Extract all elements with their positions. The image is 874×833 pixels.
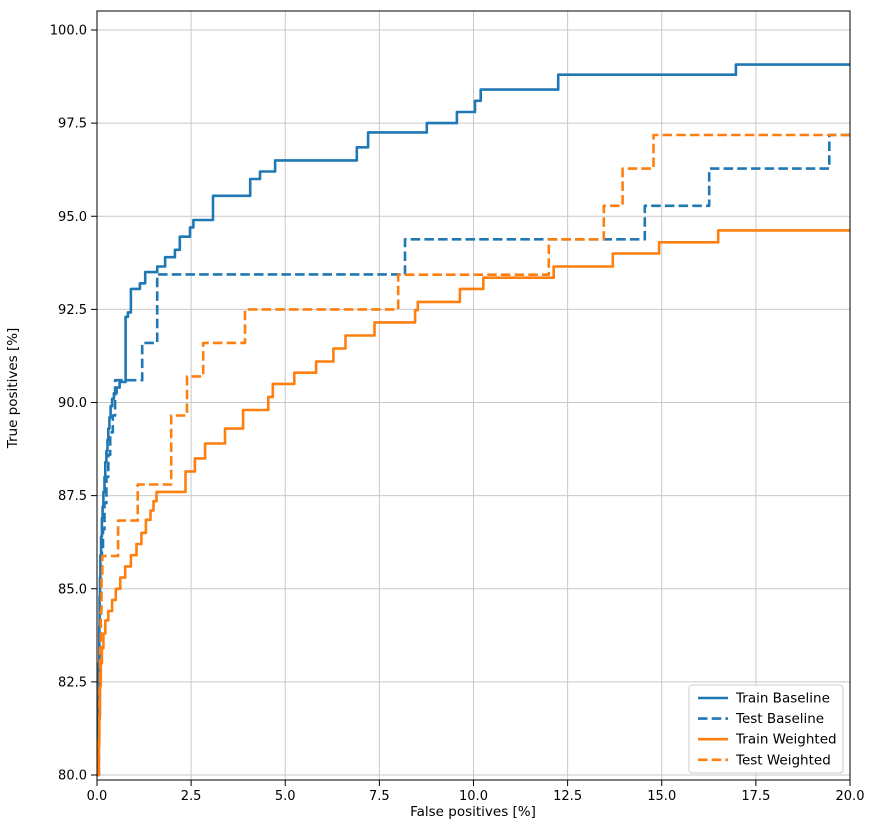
x-tick-label: 7.5 (369, 789, 390, 804)
y-tick-label: 100.0 (50, 24, 87, 39)
x-tick-label: 5.0 (275, 789, 296, 804)
legend-label: Train Weighted (735, 732, 837, 748)
x-tick-label: 12.5 (553, 789, 582, 804)
legend-label: Test Weighted (735, 752, 831, 768)
x-tick-label: 10.0 (459, 789, 488, 804)
y-tick-label: 85.0 (58, 582, 87, 597)
x-tick-label: 20.0 (836, 789, 865, 804)
x-axis-label: False positives [%] (410, 804, 536, 820)
y-tick-label: 90.0 (58, 396, 87, 411)
grid-lines (96, 11, 851, 780)
tick-labels: 0.0 2.5 5.0 7.5 10.0 12.5 15.0 17.5 20.0 80.0 82.5… (50, 24, 865, 805)
x-tick-label: 17.5 (741, 789, 770, 804)
x-tick-label: 2.5 (181, 789, 202, 804)
legend-label: Train Baseline (735, 691, 830, 707)
series-train-weighted (97, 229, 850, 777)
legend-box (688, 684, 844, 774)
series-test-weighted (97, 133, 850, 777)
legend-label: Test Baseline (735, 711, 824, 727)
y-tick-label: 87.5 (58, 489, 87, 504)
y-tick-label: 92.5 (58, 303, 87, 318)
chart-series (96, 63, 850, 777)
y-tick-label: 95.0 (58, 210, 87, 225)
x-tick-label: 0.0 (87, 789, 108, 804)
x-tick-label: 15.0 (647, 789, 676, 804)
axes (91, 10, 851, 786)
y-tick-label: 80.0 (58, 769, 87, 784)
y-axis-label: True positives [%] (5, 328, 21, 450)
y-tick-label: 82.5 (58, 675, 87, 690)
y-tick-label: 97.5 (58, 117, 87, 132)
legend: Train Baseline Test Baseline Train Weighte… (688, 684, 844, 774)
